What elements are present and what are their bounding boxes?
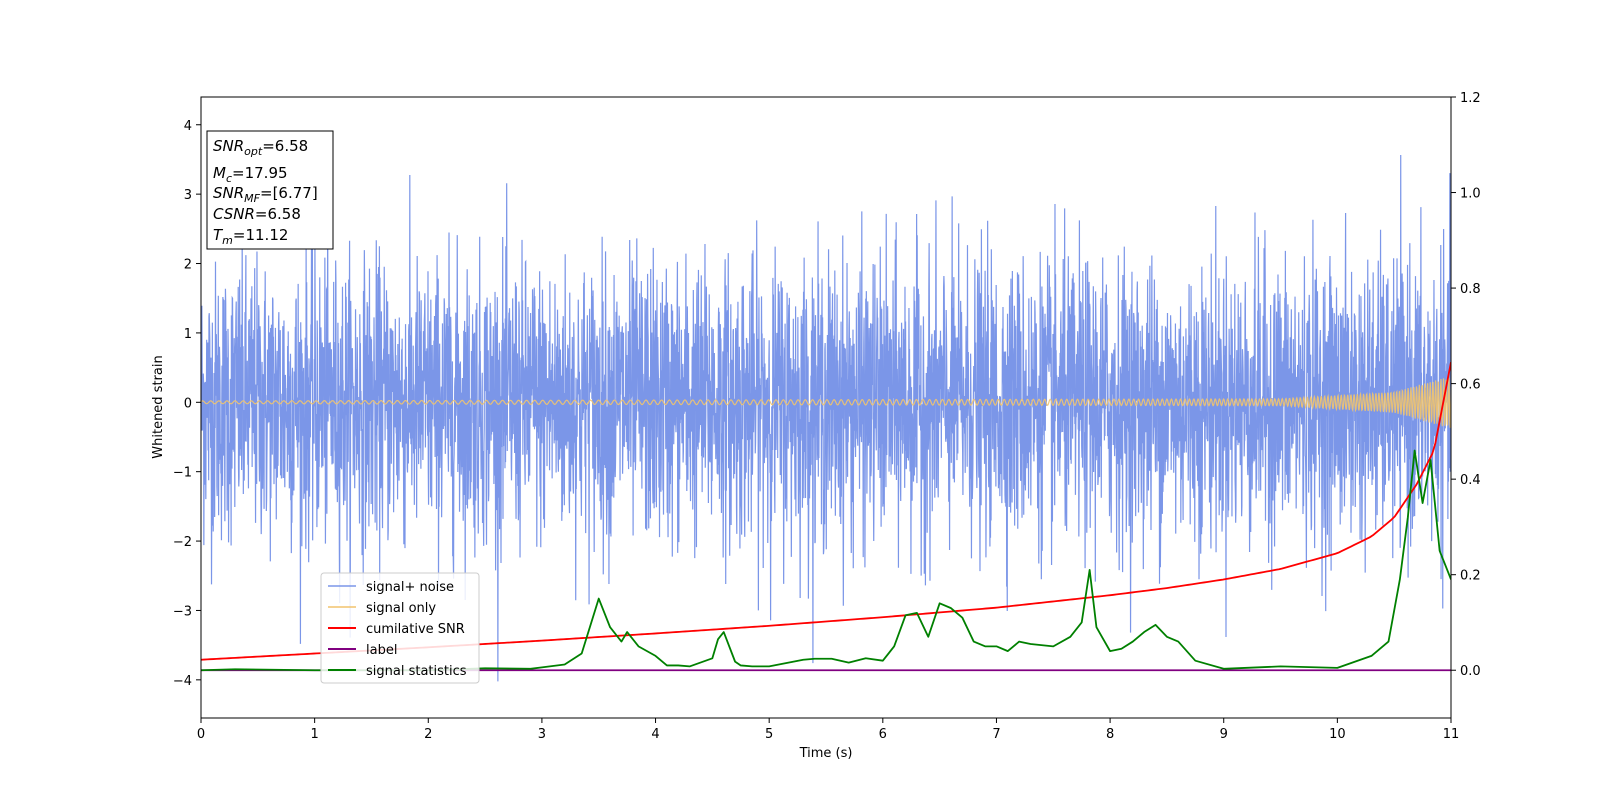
y-left-tick-label: 0 — [184, 396, 192, 411]
legend-frame — [320, 572, 480, 684]
y-left-tick-label: −1 — [173, 466, 192, 481]
annotation-value: =11.12 — [233, 226, 289, 244]
x-tick-label: 5 — [765, 727, 773, 742]
annotation-value: =[6.77] — [260, 184, 318, 202]
annotation-var: T — [213, 226, 224, 244]
series-line-signal-statistics — [201, 449, 1451, 672]
y-right-tick-label: 0.8 — [1460, 282, 1481, 297]
annotation-var: SNR — [213, 184, 244, 202]
y-left-tick-label: 4 — [184, 119, 192, 134]
x-tick-label: 2 — [424, 727, 432, 742]
y-left-tick-label: −4 — [173, 674, 192, 689]
plot-frame — [200, 96, 1452, 719]
axes-layer: 0 1 2 3 4 5 6 7 8 9 10 1143210−1−2−3−41.21.00.80.60… — [173, 91, 1481, 742]
annotation-sub: m — [222, 234, 233, 247]
y-right-tick-label: 0.4 — [1460, 473, 1481, 488]
y-right-tick-label: 0.0 — [1460, 664, 1481, 679]
annotation-var: M — [213, 164, 226, 182]
y-left-tick-label: 2 — [184, 258, 192, 273]
annotation-var: SNR — [213, 137, 244, 155]
annotation-frame — [206, 130, 334, 250]
y-right-tick-label: 0.2 — [1460, 569, 1481, 584]
legend-label: signal+ noise — [366, 580, 454, 595]
x-tick-label: 3 — [538, 727, 546, 742]
legend-label: signal only — [366, 601, 436, 616]
annotation-line: SNRopt=6.58 — [213, 137, 308, 158]
annotation-box: SNRopt=6.58Mc=17.95SNRMF=[6.77]CSNR=6.58… — [206, 130, 334, 250]
x-tick-label: 1 — [310, 727, 318, 742]
annotation-value: =6.58 — [255, 205, 301, 223]
y-left-tick-label: 1 — [184, 327, 192, 342]
annotation-line: Mc=17.95 — [213, 164, 288, 185]
x-tick-label: 10 — [1329, 727, 1346, 742]
y-right-tick-label: 1.2 — [1460, 91, 1481, 106]
x-tick-label: 6 — [879, 727, 887, 742]
x-tick-label: 11 — [1443, 727, 1460, 742]
annotation-line: Tm=11.12 — [213, 226, 288, 247]
y-axis-label: Whitened strain — [151, 355, 166, 458]
annotation-sub: opt — [244, 145, 263, 158]
y-left-tick-label: −3 — [173, 604, 192, 619]
annotation-value: =17.95 — [232, 164, 288, 182]
annotation-sub: c — [226, 172, 232, 185]
legend-entries: signal+ noise signal only cumilative SNR la… — [328, 580, 467, 679]
y-left-tick-label: 3 — [184, 188, 192, 203]
x-tick-label: 7 — [992, 727, 1000, 742]
annotation-line: CSNR=6.58 — [213, 205, 301, 223]
y-right-tick-label: 1.0 — [1460, 187, 1481, 202]
annotation-sub: MF — [244, 192, 260, 205]
legend-label: cumilative SNR — [366, 622, 465, 637]
x-tick-label: 8 — [1106, 727, 1114, 742]
legend: signal+ noise signal only cumilative SNR la… — [320, 572, 480, 684]
y-right-tick-label: 0.6 — [1460, 378, 1481, 393]
series-line-signal-only — [201, 377, 1451, 428]
x-tick-label: 9 — [1220, 727, 1228, 742]
x-axis-label: Time (s) — [799, 746, 853, 761]
annotation-lines: SNRopt=6.58Mc=17.95SNRMF=[6.77]CSNR=6.58… — [213, 137, 318, 247]
y-left-tick-label: −2 — [173, 535, 192, 550]
x-tick-label: 0 — [197, 727, 205, 742]
annotation-line: SNRMF=[6.77] — [213, 184, 318, 205]
x-tick-label: 4 — [651, 727, 659, 742]
legend-label: signal statistics — [366, 664, 467, 679]
annotation-var: CSNR — [213, 205, 255, 223]
legend-label: label — [366, 643, 397, 658]
annotation-value: =6.58 — [262, 137, 308, 155]
